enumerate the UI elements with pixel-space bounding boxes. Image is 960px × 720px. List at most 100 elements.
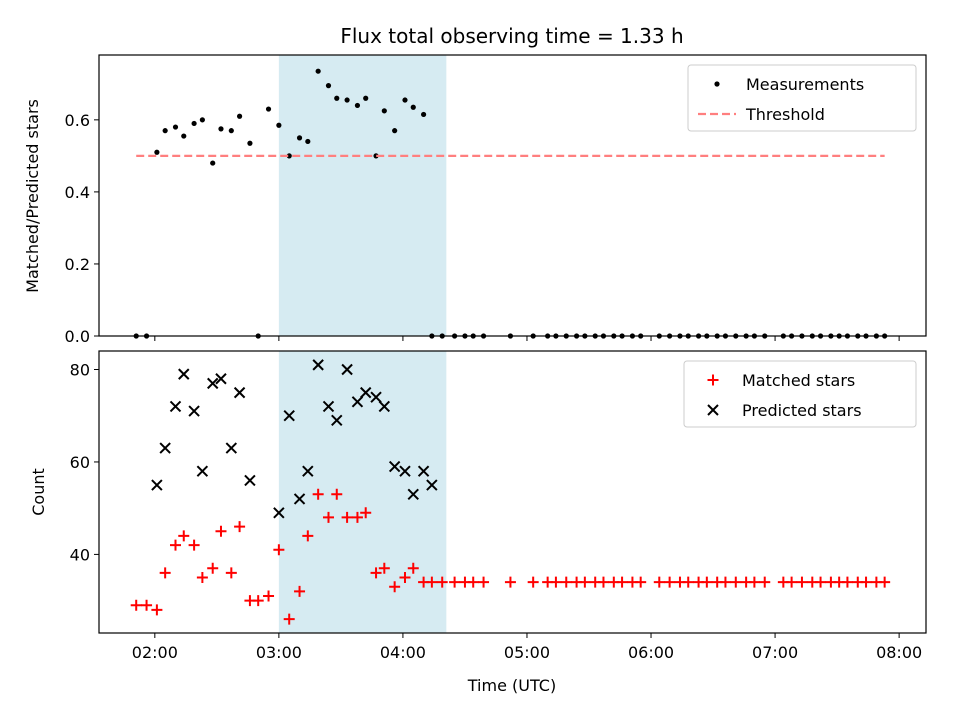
- matched-stars-point: [449, 576, 461, 588]
- matched-stars-point: [467, 576, 479, 588]
- predicted-stars-point: [151, 479, 163, 491]
- matched-stars-point: [399, 572, 411, 584]
- matched-stars-point: [478, 576, 490, 588]
- legend-label: Threshold: [745, 105, 825, 124]
- legend: Matched stars Predicted stars: [683, 360, 917, 428]
- predicted-stars-point: [399, 465, 411, 477]
- matched-stars-point: [263, 590, 275, 602]
- bottom-y-axis-label: Count: [29, 468, 48, 516]
- predicted-stars-point: [388, 460, 401, 473]
- predicted-stars-point: [370, 391, 382, 403]
- predicted-stars-point: [196, 465, 209, 477]
- legend-label: Measurements: [746, 75, 864, 94]
- predicted-stars-point: [225, 442, 238, 454]
- predicted-stars-point: [233, 386, 246, 399]
- bottom-panel: 40 60 80 02:00 03:00 04:00 05:00 06:00 07:00 08:0…: [70, 350, 927, 662]
- legend: Measurements Threshold: [687, 64, 917, 132]
- predicted-stars-point: [244, 474, 256, 487]
- measurement-point: [191, 120, 197, 127]
- matched-stars-point: [597, 576, 609, 588]
- matched-stars-point: [178, 530, 190, 542]
- measurement-point: [305, 138, 311, 145]
- measurement-point: [296, 135, 303, 141]
- matched-stars-point: [312, 488, 324, 500]
- measurement-point: [363, 95, 369, 101]
- predicted-stars-point: [341, 363, 353, 376]
- measurement-point: [354, 102, 361, 109]
- matched-stars-point: [550, 576, 562, 588]
- x-tick-label: 06:00: [628, 643, 674, 662]
- measurement-point: [325, 83, 332, 89]
- predicted-stars-point: [312, 359, 324, 371]
- x-axis-label: Time (UTC): [467, 676, 556, 695]
- predicted-stars-point: [169, 400, 182, 413]
- y-tick-label: 0.2: [65, 255, 90, 274]
- y-tick-label: 80: [70, 360, 90, 379]
- measurement-point: [154, 149, 160, 155]
- matched-stars-point: [283, 613, 295, 625]
- measurement-point: [218, 126, 224, 132]
- legend-measurement-marker: [714, 81, 720, 87]
- matched-stars-point: [504, 576, 516, 588]
- matched-stars-point: [426, 576, 438, 588]
- measurement-point: [420, 111, 427, 118]
- matched-stars-point: [322, 511, 334, 523]
- matched-stars-point: [841, 576, 853, 588]
- matched-stars-point: [360, 507, 372, 519]
- matched-stars-point: [635, 576, 647, 588]
- matched-stars-point: [436, 576, 448, 588]
- y-tick-label: 0.6: [65, 111, 90, 130]
- measurement-point: [236, 113, 243, 119]
- matched-stars-point: [389, 581, 401, 593]
- matched-stars-point: [378, 562, 390, 574]
- predicted-stars-point: [188, 405, 200, 417]
- x-tick-label: 05:00: [504, 643, 550, 662]
- chart-title: Flux total observing time = 1.33 h: [340, 24, 683, 48]
- matched-stars-point: [331, 488, 343, 500]
- x-tick-label: 04:00: [380, 643, 426, 662]
- matched-stars-point: [682, 576, 694, 588]
- measurement-point: [172, 124, 179, 130]
- y-tick-label: 0.4: [65, 183, 90, 202]
- matched-stars-point: [653, 576, 665, 588]
- predicted-stars-point: [426, 479, 438, 491]
- series-matched-stars: [130, 488, 891, 625]
- predicted-stars-point: [359, 386, 372, 399]
- matched-stars-point: [130, 599, 142, 611]
- predicted-stars-point: [178, 368, 190, 380]
- measurement-point: [210, 160, 216, 166]
- measurement-point: [276, 122, 282, 128]
- matched-stars-point: [294, 585, 306, 597]
- matched-stars-point: [560, 576, 572, 588]
- measurement-point: [228, 128, 234, 134]
- measurement-point: [265, 106, 272, 112]
- legend-matched-marker: [707, 374, 719, 386]
- predicted-stars-point: [417, 465, 430, 477]
- legend-box: [683, 360, 917, 428]
- measurement-point: [286, 153, 292, 159]
- matched-stars-point: [579, 576, 591, 588]
- matched-stars-point: [159, 567, 171, 579]
- measurement-point: [334, 95, 340, 101]
- x-tick-label: 07:00: [752, 643, 798, 662]
- y-tick-label: 60: [70, 453, 90, 472]
- matched-stars-point: [252, 595, 264, 607]
- observing-window-span: [278, 55, 447, 336]
- predicted-stars-point: [207, 377, 219, 390]
- predicted-stars-point: [283, 410, 295, 422]
- predicted-stars-point: [159, 442, 171, 454]
- predicted-stars-point: [302, 465, 314, 477]
- matched-stars-point: [196, 572, 208, 584]
- matched-stars-point: [188, 539, 200, 551]
- predicted-stars-point: [273, 507, 285, 519]
- top-y-axis-label: Matched/Predicted stars: [23, 99, 42, 293]
- predicted-stars-point: [331, 414, 343, 427]
- legend-label: Predicted stars: [742, 401, 862, 420]
- legend-predicted-marker: [707, 404, 719, 416]
- matched-stars-point: [207, 562, 219, 574]
- matched-stars-point: [879, 576, 891, 588]
- matched-stars-point: [234, 521, 246, 533]
- legend-label: Matched stars: [742, 371, 855, 390]
- measurement-point: [410, 104, 416, 110]
